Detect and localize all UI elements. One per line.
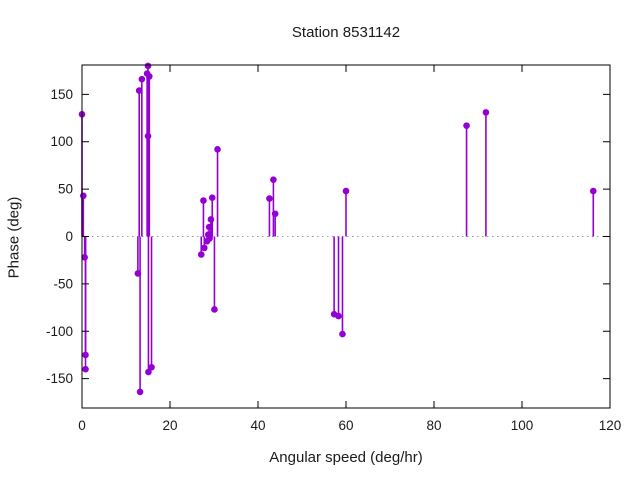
chart-title: Station 8531142 [291, 24, 401, 41]
data-point [134, 270, 142, 277]
data-point [197, 251, 205, 258]
x-tick-label: 80 [426, 418, 441, 433]
data-point [201, 244, 208, 252]
data-point [589, 187, 597, 195]
x-tick-label: 120 [599, 418, 622, 433]
data-point [342, 187, 350, 195]
data-point [271, 210, 279, 218]
y-tick-label: 100 [50, 134, 73, 149]
data-point [208, 194, 216, 201]
data-point [144, 62, 152, 70]
data-point [206, 235, 213, 242]
data-point [138, 75, 146, 83]
data-point [463, 122, 470, 129]
y-tick-label: 150 [50, 87, 73, 102]
y-tick-label: -150 [46, 371, 73, 386]
data-point [135, 87, 143, 94]
data-point [482, 109, 490, 116]
y-tick-label: -100 [46, 324, 73, 339]
x-tick-label: 60 [338, 418, 353, 433]
data-point [339, 330, 346, 338]
x-tick-label: 40 [250, 418, 265, 433]
data-point [200, 197, 207, 204]
data-point [144, 132, 152, 140]
x-tick-label: 20 [162, 418, 177, 433]
data-point [145, 368, 152, 376]
data-point [207, 216, 215, 223]
y-tick-label: -50 [53, 276, 73, 291]
x-tick-label: 100 [511, 418, 534, 433]
data-point [214, 146, 221, 153]
data-point [80, 192, 87, 200]
y-tick-label: 0 [65, 229, 73, 244]
x-axis-label: Angular speed (deg/hr) [269, 449, 423, 466]
data-point [335, 312, 342, 320]
y-tick-label: 50 [58, 182, 73, 197]
x-tick-label: 0 [78, 418, 86, 433]
data-point [211, 306, 218, 313]
data-point [148, 363, 155, 371]
data-point [266, 195, 273, 202]
data-point [205, 223, 213, 231]
data-point [270, 176, 277, 183]
data-point [81, 254, 88, 261]
data-point [82, 365, 89, 373]
data-point [146, 73, 153, 80]
data-point [136, 388, 144, 396]
data-point [82, 351, 89, 359]
